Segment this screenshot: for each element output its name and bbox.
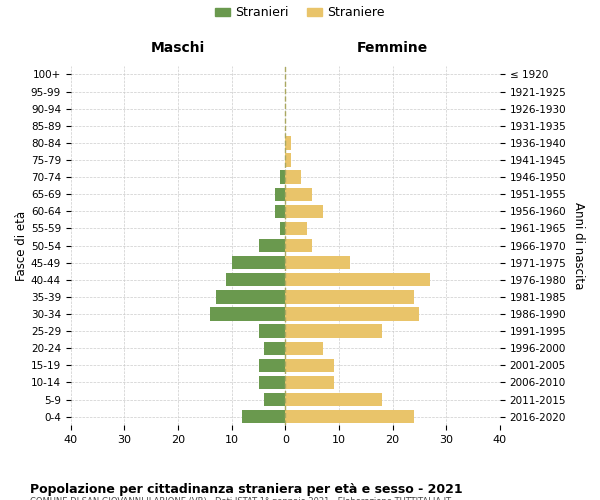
Bar (286, 358, 334, 372)
Bar (286, 410, 414, 424)
Bar (286, 290, 414, 304)
Y-axis label: Fasce di età: Fasce di età (15, 210, 28, 280)
Bar (226, 273, 286, 286)
Bar (286, 222, 307, 235)
Bar (286, 188, 312, 201)
Text: COMUNE DI SAN GIOVANNI ILARIONE (VR) - Dati ISTAT 1° gennaio 2021 - Elaborazione: COMUNE DI SAN GIOVANNI ILARIONE (VR) - D… (30, 498, 451, 500)
Bar (286, 342, 323, 355)
Bar (286, 204, 323, 218)
Bar (286, 170, 301, 184)
Text: Femmine: Femmine (357, 41, 428, 55)
Bar (275, 204, 286, 218)
Bar (215, 290, 286, 304)
Bar (280, 222, 286, 235)
Bar (286, 273, 430, 286)
Bar (242, 410, 286, 424)
Bar (286, 376, 334, 389)
Bar (232, 256, 286, 270)
Bar (286, 154, 291, 166)
Bar (275, 188, 286, 201)
Bar (210, 308, 286, 320)
Y-axis label: Anni di nascita: Anni di nascita (572, 202, 585, 290)
Bar (259, 376, 286, 389)
Bar (259, 324, 286, 338)
Legend: Stranieri, Straniere: Stranieri, Straniere (210, 1, 390, 24)
Bar (286, 256, 350, 270)
Text: Maschi: Maschi (151, 41, 205, 55)
Bar (286, 393, 382, 406)
Text: Popolazione per cittadinanza straniera per età e sesso - 2021: Popolazione per cittadinanza straniera p… (30, 482, 463, 496)
Bar (264, 342, 286, 355)
Bar (259, 239, 286, 252)
Bar (280, 170, 286, 184)
Bar (286, 324, 382, 338)
Bar (286, 136, 291, 149)
Bar (264, 393, 286, 406)
Bar (259, 358, 286, 372)
Bar (286, 239, 312, 252)
Bar (286, 308, 419, 320)
